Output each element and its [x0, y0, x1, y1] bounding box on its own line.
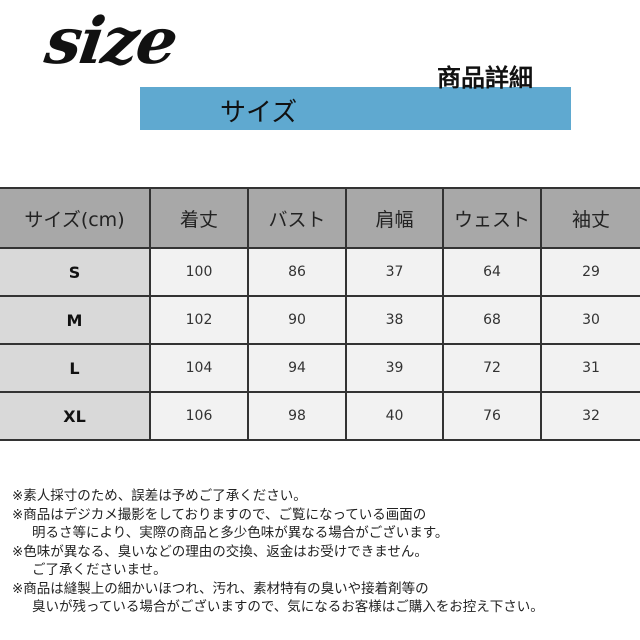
note-line: ご了承くださいませ。 [32, 562, 167, 578]
table-cell: 40 [345, 391, 444, 441]
column-header-shoulder: 肩幅 [345, 187, 444, 249]
column-header-bust: バスト [247, 187, 347, 249]
table-header-row: サイズ(cm) 着丈 バスト 肩幅 ウェスト 袖丈 [0, 187, 640, 249]
column-header-sleeve: 袖丈 [540, 187, 640, 249]
table-cell: 37 [345, 247, 444, 297]
size-cell: M [0, 295, 151, 345]
table-cell: 64 [442, 247, 542, 297]
table-cell: 104 [149, 343, 249, 393]
table-cell: 102 [149, 295, 249, 345]
table-cell: 72 [442, 343, 542, 393]
notes: ※素人採寸のため、誤差は予めご了承ください。 ※商品はデジカメ撮影をしております… [12, 487, 544, 617]
table-cell: 68 [442, 295, 542, 345]
table-cell: 76 [442, 391, 542, 441]
column-header-length: 着丈 [149, 187, 249, 249]
note-line: ※素人採寸のため、誤差は予めご了承ください。 [12, 488, 307, 504]
table-row: S 100 86 37 64 29 [0, 247, 640, 297]
size-cell: S [0, 247, 151, 297]
table-cell: 90 [247, 295, 347, 345]
table-cell: 31 [540, 343, 640, 393]
table-cell: 106 [149, 391, 249, 441]
subtitle: サイズ [220, 98, 298, 128]
table-cell: 32 [540, 391, 640, 441]
table-cell: 94 [247, 343, 347, 393]
size-cell: L [0, 343, 151, 393]
title-band [140, 87, 571, 130]
table-cell: 38 [345, 295, 444, 345]
section-title: 商品詳細 [437, 64, 533, 92]
note-line: 臭いが残っている場合がございますので、気になるお客様はご購入をお控え下さい。 [32, 599, 544, 615]
note-line: 明るさ等により、実際の商品と多少色味が異なる場合がございます。 [32, 525, 449, 541]
table-cell: 29 [540, 247, 640, 297]
table-row: XL 106 98 40 76 32 [0, 391, 640, 441]
size-cell: XL [0, 391, 151, 441]
table-cell: 30 [540, 295, 640, 345]
table-cell: 98 [247, 391, 347, 441]
column-header-size: サイズ(cm) [0, 187, 151, 249]
table-cell: 86 [247, 247, 347, 297]
size-table: サイズ(cm) 着丈 バスト 肩幅 ウェスト 袖丈 S 100 86 37 64… [0, 187, 640, 441]
note-line: ※商品は縫製上の細かいほつれ、汚れ、素材特有の臭いや接着剤等の [12, 580, 429, 597]
note-line: ※色味が異なる、臭いなどの理由の交換、返金はお受けできません。 [12, 543, 428, 560]
table-row: M 102 90 38 68 30 [0, 295, 640, 345]
table-cell: 100 [149, 247, 249, 297]
column-header-waist: ウェスト [442, 187, 542, 249]
table-row: L 104 94 39 72 31 [0, 343, 640, 393]
note-line: ※商品はデジカメ撮影をしておりますので、ご覧になっている画面の [12, 506, 427, 523]
table-cell: 39 [345, 343, 444, 393]
size-logo: size [40, 4, 181, 79]
